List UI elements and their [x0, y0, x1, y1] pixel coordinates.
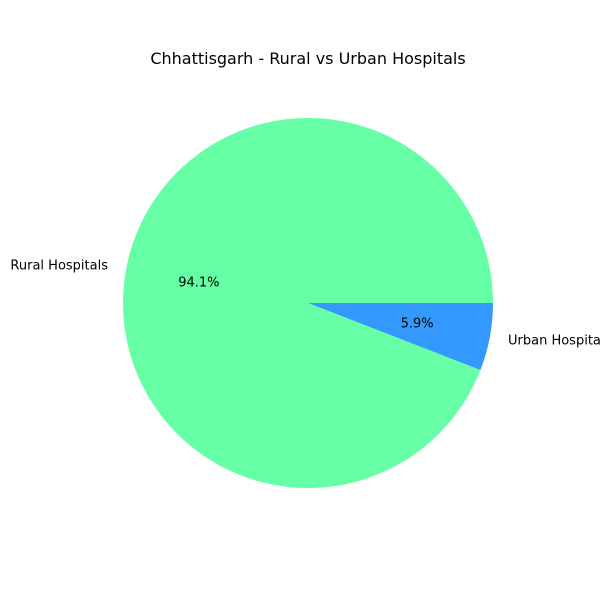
slice-percent-urban-hospitals: 5.9%: [401, 316, 434, 331]
pie-labels: Rural Hospitals 94.1% Urban Hospitals 5.9%: [10, 258, 600, 348]
slice-percent-rural-hospitals: 94.1%: [178, 276, 219, 291]
pie-slices: [123, 117, 493, 488]
slice-label-rural-hospitals: Rural Hospitals: [10, 258, 108, 273]
pie-slice-rural-hospitals: [123, 117, 493, 488]
pie-slice-urban-hospitals: [308, 303, 493, 371]
slice-label-urban-hospitals: Urban Hospitals: [508, 334, 600, 349]
chart-title: Chhattisgarh - Rural vs Urban Hospitals: [150, 49, 465, 68]
